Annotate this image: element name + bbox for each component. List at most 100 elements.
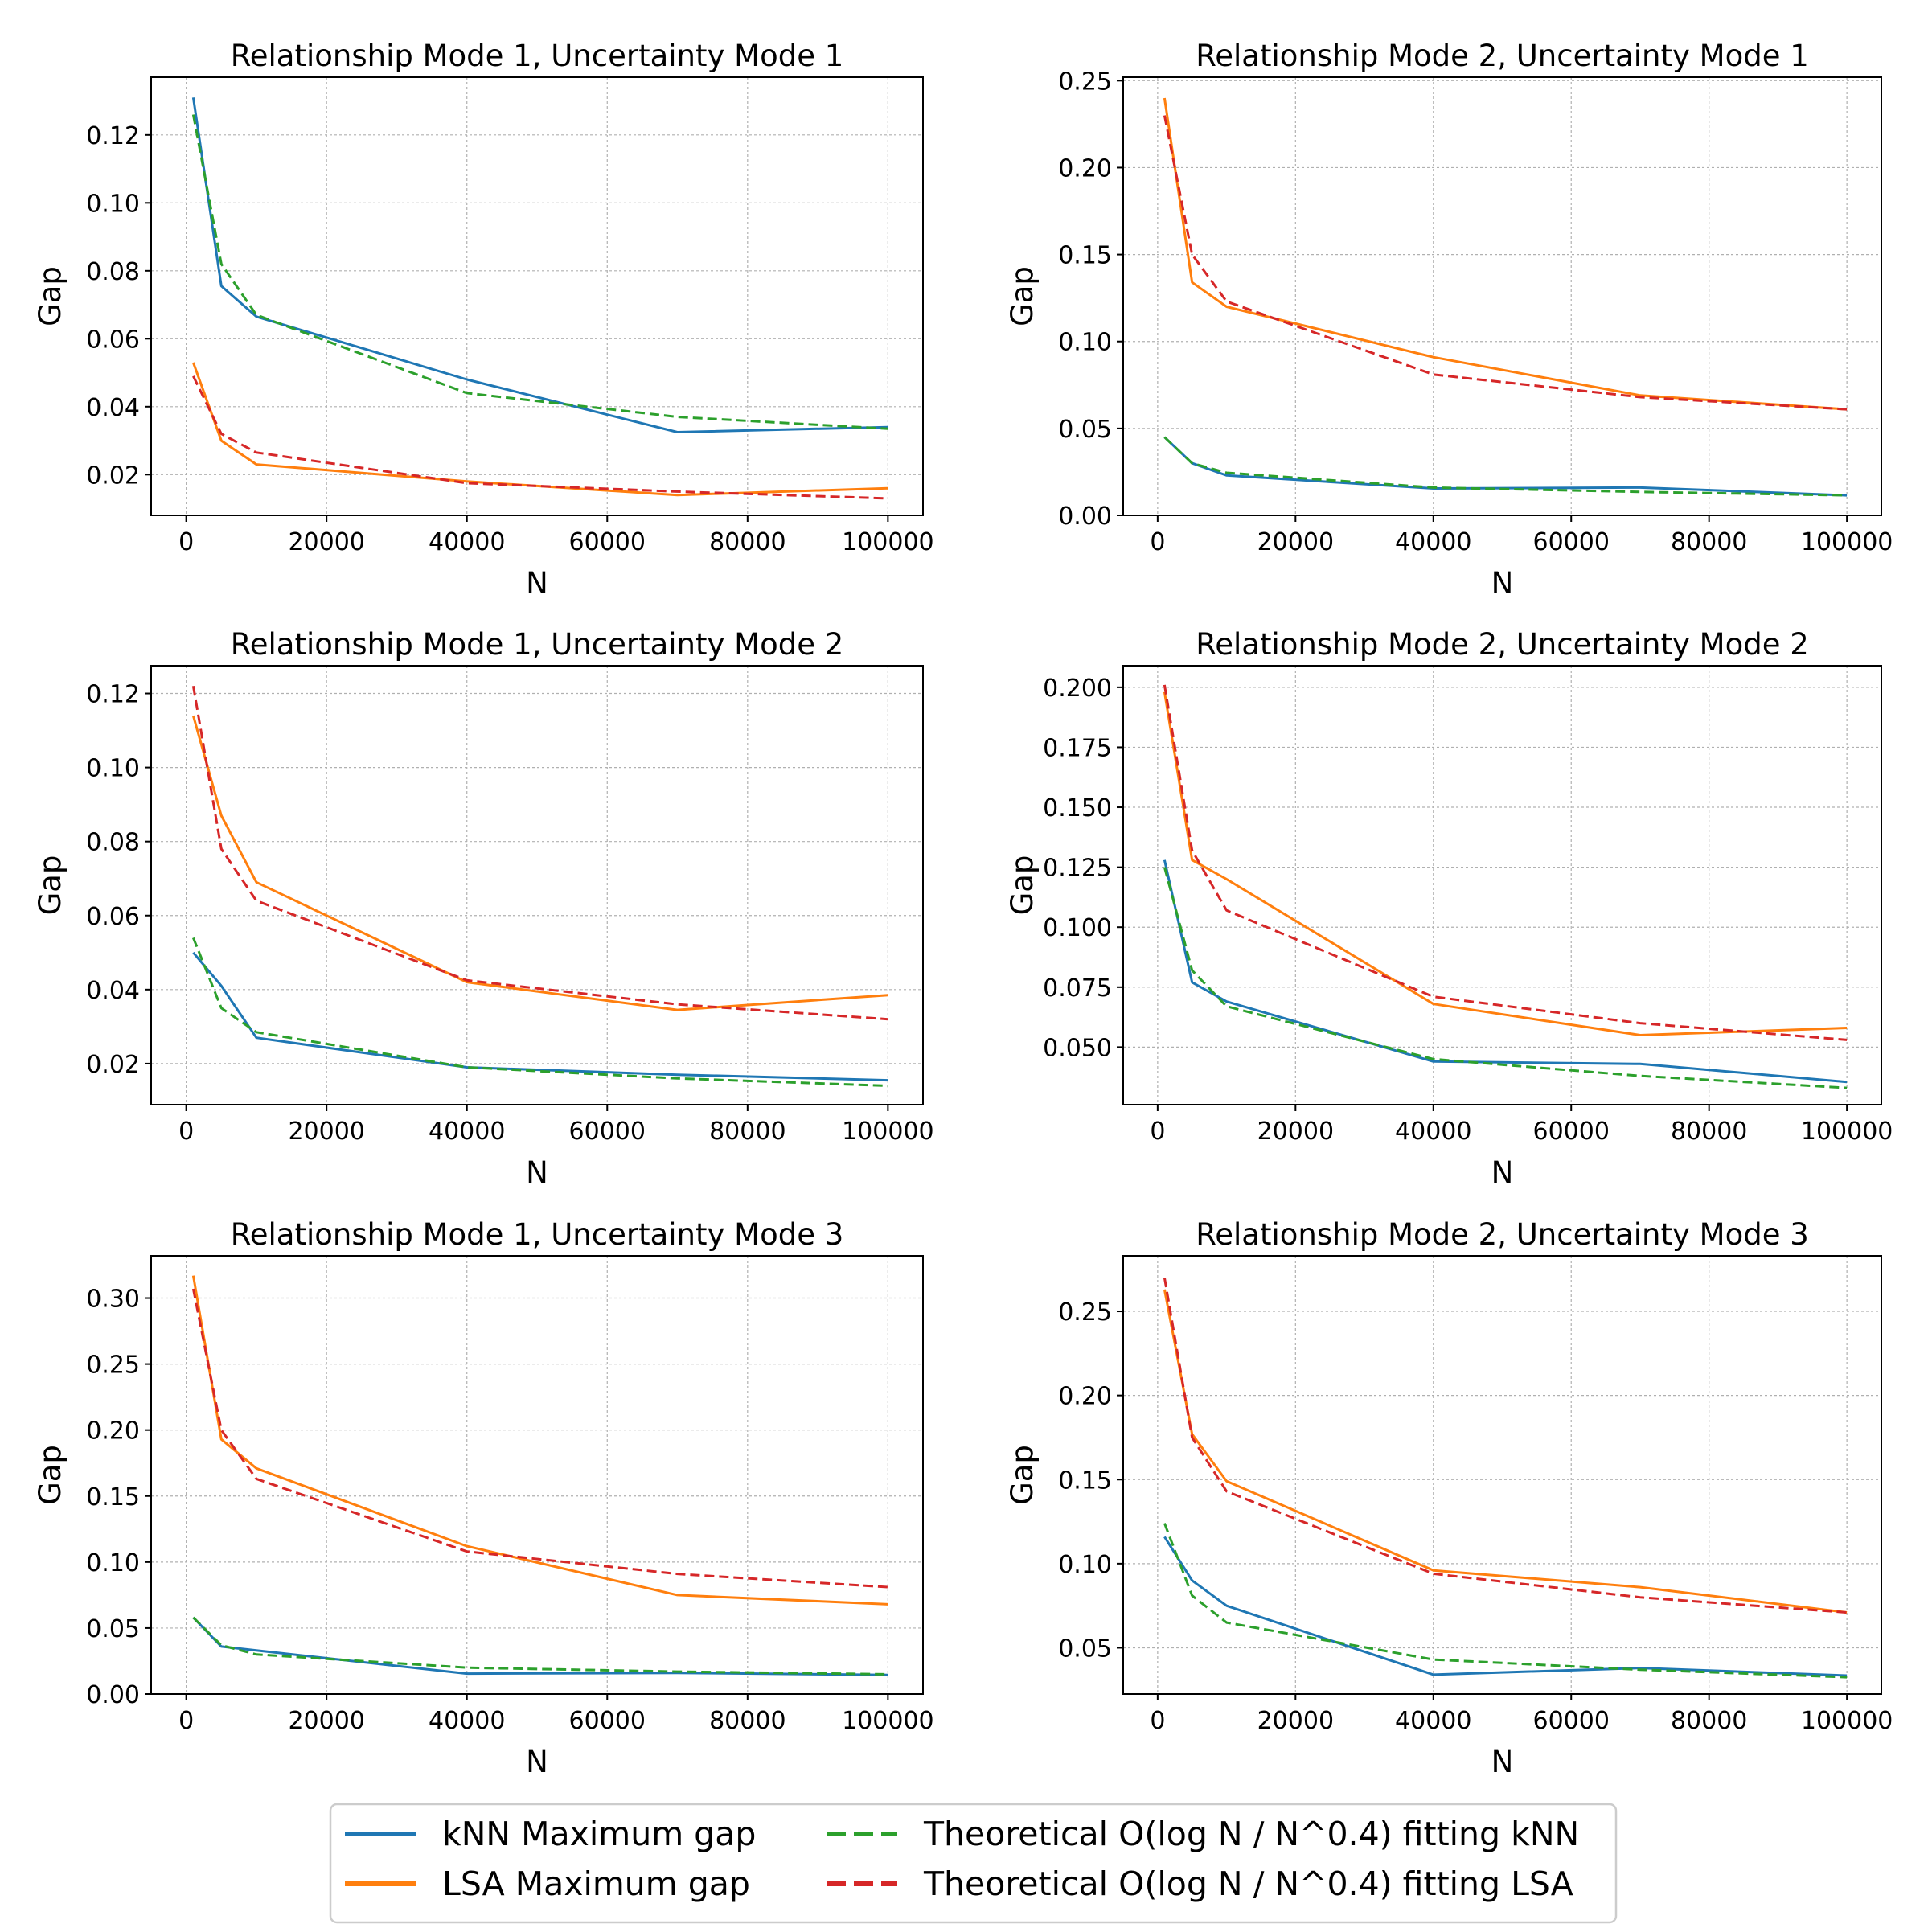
y-axis-label: Gap xyxy=(33,855,68,916)
axes-frame xyxy=(150,76,924,516)
y-tick-label: 0.050 xyxy=(1043,1034,1112,1062)
axes-frame xyxy=(1122,665,1882,1105)
subplot-6: 0 20000 40000 60000 80000 100000 0.05 0.10 0.15 0… xyxy=(1005,1217,1893,1779)
y-tick-label: 0.00 xyxy=(1058,502,1112,531)
axes-frame xyxy=(150,665,924,1105)
y-axis-label: Gap xyxy=(1005,1445,1040,1505)
fit-knn-line xyxy=(192,1616,888,1676)
x-axis-label: N xyxy=(1491,566,1514,601)
x-tick-label: 40000 xyxy=(429,1707,505,1735)
legend-fit-lsa-label: Theoretical O(log N / N^0.4) fitting LSA xyxy=(923,1864,1573,1903)
subplot-title: Relationship Mode 1, Uncertainty Mode 2 xyxy=(231,627,844,662)
y-tick-label: 0.05 xyxy=(86,1615,140,1643)
y-tick-label: 0.175 xyxy=(1043,734,1112,762)
legend: kNN Maximum gap LSA Maximum gap Theoreti… xyxy=(329,1803,1618,1924)
y-tick-label: 0.25 xyxy=(1058,1298,1112,1327)
subplot-1: 0 20000 40000 60000 80000 100000 0.02 0.04 0.06 0… xyxy=(33,39,934,601)
y-tick-label: 0.20 xyxy=(1058,154,1112,183)
subplot-title: Relationship Mode 1, Uncertainty Mode 3 xyxy=(231,1217,844,1252)
y-tick-label: 0.20 xyxy=(1058,1383,1112,1411)
x-tick-label: 60000 xyxy=(1533,1118,1610,1146)
y-tick-label: 0.00 xyxy=(86,1681,140,1709)
x-tick-label: 100000 xyxy=(842,1118,934,1146)
y-tick-label: 0.10 xyxy=(86,190,140,218)
x-axis-label: N xyxy=(526,1155,548,1190)
x-tick-label: 60000 xyxy=(1533,528,1610,556)
x-axis-label: N xyxy=(526,1745,548,1779)
x-tick-label: 40000 xyxy=(1395,528,1471,556)
fit-lsa-line xyxy=(191,1288,888,1589)
knn-max-gap-line xyxy=(191,97,888,433)
axes-frame xyxy=(1122,1255,1882,1695)
x-tick-label: 80000 xyxy=(1671,1707,1747,1735)
x-tick-label: 20000 xyxy=(288,528,364,556)
subplot-title: Relationship Mode 1, Uncertainty Mode 1 xyxy=(231,39,844,73)
lsa-max-gap-line xyxy=(191,362,888,497)
x-tick-label: 0 xyxy=(178,1707,194,1735)
x-tick-label: 40000 xyxy=(1395,1707,1471,1735)
y-tick-label: 0.04 xyxy=(86,977,140,1005)
legend-frame xyxy=(329,1803,1618,1924)
knn-max-gap-line xyxy=(192,951,888,1082)
axes-frame xyxy=(1122,76,1882,516)
series-group xyxy=(191,1275,888,1676)
x-tick-label: 80000 xyxy=(1671,1118,1747,1146)
fit-lsa-line xyxy=(1163,1277,1848,1614)
x-tick-label: 100000 xyxy=(1801,528,1893,556)
y-tick-label: 0.100 xyxy=(1043,914,1112,942)
series-group xyxy=(191,97,888,500)
y-tick-label: 0.15 xyxy=(1058,1466,1112,1495)
series-group xyxy=(191,686,888,1087)
fit-knn-line xyxy=(1163,1523,1848,1679)
y-tick-label: 0.02 xyxy=(86,461,140,490)
x-tick-label: 80000 xyxy=(709,1707,786,1735)
subplot-title: Relationship Mode 2, Uncertainty Mode 1 xyxy=(1196,39,1809,73)
fit-knn-line xyxy=(191,114,888,430)
y-tick-label: 0.04 xyxy=(86,394,140,422)
y-tick-label: 0.12 xyxy=(86,681,140,709)
y-tick-label: 0.10 xyxy=(1058,329,1112,357)
x-tick-label: 0 xyxy=(178,528,194,556)
y-tick-label: 0.25 xyxy=(1058,68,1112,96)
axes-frame xyxy=(150,1255,924,1695)
subplot-title: Relationship Mode 2, Uncertainty Mode 2 xyxy=(1196,627,1809,662)
y-axis-label: Gap xyxy=(33,1445,68,1505)
fit-lsa-line xyxy=(1163,684,1848,1041)
x-tick-label: 0 xyxy=(178,1118,194,1146)
x-tick-label: 60000 xyxy=(569,528,646,556)
fit-lsa-line xyxy=(192,375,888,500)
x-tick-label: 100000 xyxy=(1801,1118,1893,1146)
x-tick-label: 80000 xyxy=(709,1118,786,1146)
x-tick-label: 20000 xyxy=(1257,528,1334,556)
x-tick-label: 40000 xyxy=(429,1118,505,1146)
y-axis-label: Gap xyxy=(1005,855,1040,916)
y-tick-label: 0.05 xyxy=(1058,416,1112,444)
lsa-max-gap-line xyxy=(1163,97,1848,411)
x-tick-label: 20000 xyxy=(288,1707,364,1735)
x-tick-label: 80000 xyxy=(1671,528,1747,556)
series-group xyxy=(1163,1277,1848,1679)
x-tick-label: 0 xyxy=(1150,1118,1165,1146)
y-tick-label: 0.06 xyxy=(86,903,140,931)
x-tick-label: 100000 xyxy=(1801,1707,1893,1735)
x-tick-label: 60000 xyxy=(569,1118,646,1146)
x-axis-label: N xyxy=(526,566,548,601)
y-tick-label: 0.150 xyxy=(1043,794,1112,822)
fit-knn-line xyxy=(192,937,888,1087)
subplot-4: 0 20000 40000 60000 80000 100000 0.050 0.075 0.1… xyxy=(1005,627,1893,1190)
x-tick-label: 100000 xyxy=(842,1707,934,1735)
y-tick-label: 0.05 xyxy=(1058,1635,1112,1663)
x-axis-label: N xyxy=(1491,1745,1514,1779)
y-tick-label: 0.10 xyxy=(86,755,140,783)
y-tick-label: 0.125 xyxy=(1043,855,1112,883)
x-tick-label: 100000 xyxy=(842,528,934,556)
x-tick-label: 0 xyxy=(1150,1707,1165,1735)
y-tick-label: 0.08 xyxy=(86,829,140,857)
series-group xyxy=(1163,97,1848,497)
y-axis-label: Gap xyxy=(33,266,68,326)
subplots: 0 20000 40000 60000 80000 100000 0.02 0.04 0.06 0… xyxy=(33,39,1893,1779)
y-tick-label: 0.10 xyxy=(1058,1551,1112,1579)
legend-lsa-label: LSA Maximum gap xyxy=(442,1864,750,1903)
y-axis-label: Gap xyxy=(1005,266,1040,326)
